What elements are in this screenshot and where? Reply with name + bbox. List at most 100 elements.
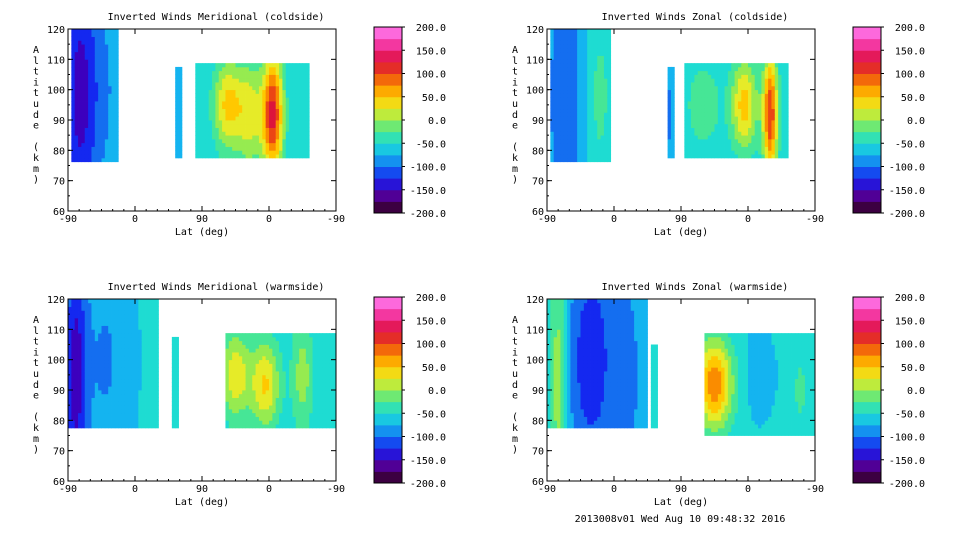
field-cell <box>560 71 564 75</box>
field-cell <box>95 314 99 318</box>
field-cell <box>78 131 82 135</box>
field-cell <box>95 40 99 44</box>
field-cell <box>252 363 256 367</box>
field-cell <box>282 341 286 345</box>
field-cell <box>105 333 109 337</box>
field-cell <box>326 394 330 398</box>
field-cell <box>282 90 286 94</box>
field-cell <box>199 101 203 105</box>
field-cell <box>252 409 256 413</box>
field-cell <box>292 86 296 90</box>
field-cell <box>85 128 89 132</box>
field-cell <box>601 90 605 94</box>
field-cell <box>269 154 273 158</box>
field-cell <box>303 67 307 71</box>
field-cell <box>85 90 89 94</box>
field-cell <box>138 363 142 367</box>
field-cell <box>232 390 236 394</box>
field-cell <box>115 409 119 413</box>
field-cell <box>262 390 266 394</box>
field-cell <box>75 139 79 143</box>
field-cell <box>577 71 581 75</box>
field-cell <box>262 405 266 409</box>
field-cell <box>125 409 129 413</box>
field-cell <box>249 382 253 386</box>
field-cell <box>256 405 260 409</box>
field-cell <box>574 52 578 56</box>
field-cell <box>91 48 95 52</box>
field-cell <box>282 86 286 90</box>
field-cell <box>125 318 129 322</box>
field-cell <box>778 86 782 90</box>
field-cell <box>775 93 779 97</box>
field-cell <box>601 44 605 48</box>
field-cell <box>91 348 95 352</box>
field-cell <box>88 333 92 337</box>
field-cell <box>286 356 290 360</box>
field-cell <box>91 131 95 135</box>
field-cell <box>303 71 307 75</box>
field-cell <box>316 420 320 424</box>
field-cell <box>289 398 293 402</box>
field-cell <box>758 78 762 82</box>
field-cell <box>256 371 260 375</box>
field-cell <box>179 147 183 151</box>
field-cell <box>279 390 283 394</box>
field-cell <box>587 105 591 109</box>
field-cell <box>68 345 72 349</box>
field-cell <box>222 120 226 124</box>
field-cell <box>91 367 95 371</box>
field-cell <box>115 390 119 394</box>
field-cell <box>215 150 219 154</box>
field-cell <box>721 90 725 94</box>
field-cell <box>604 40 608 44</box>
field-cell <box>88 386 92 390</box>
field-cell <box>771 143 775 147</box>
field-cell <box>731 82 735 86</box>
field-cell <box>125 417 129 421</box>
field-cell <box>554 40 558 44</box>
field-cell <box>232 101 236 105</box>
field-cell <box>701 90 705 94</box>
field-cell <box>95 341 99 345</box>
colorbar-label: -150.0 <box>889 186 925 197</box>
field-cell <box>81 48 85 52</box>
field-cell <box>591 29 595 33</box>
field-cell <box>81 367 85 371</box>
field-cell <box>112 326 116 330</box>
field-cell <box>721 105 725 109</box>
field-cell <box>708 120 712 124</box>
field-cell <box>252 67 256 71</box>
field-cell <box>570 116 574 120</box>
chart-title: Inverted Winds Meridional (warmside) <box>108 282 325 293</box>
field-cell <box>715 93 719 97</box>
field-cell <box>239 352 243 356</box>
field-cell <box>550 59 554 63</box>
field-cell <box>299 154 303 158</box>
field-cell <box>172 382 176 386</box>
field-cell <box>765 120 769 124</box>
field-cell <box>108 116 112 120</box>
field-cell <box>209 67 213 71</box>
field-cell <box>256 420 260 424</box>
field-cell <box>691 75 695 79</box>
field-cell <box>115 52 119 56</box>
field-cell <box>326 401 330 405</box>
field-cell <box>95 82 99 86</box>
field-cell <box>71 33 75 37</box>
field-cell <box>587 93 591 97</box>
field-cell <box>71 337 75 341</box>
field-cell <box>175 371 179 375</box>
field-cell <box>115 128 119 132</box>
field-cell <box>778 105 782 109</box>
field-cell <box>708 116 712 120</box>
field-cell <box>118 299 122 303</box>
field-cell <box>741 109 745 113</box>
field-cell <box>256 67 260 71</box>
field-cell <box>71 109 75 113</box>
field-cell <box>118 382 122 386</box>
colorbar-label: -100.0 <box>410 433 446 444</box>
field-cell <box>91 120 95 124</box>
field-cell <box>299 101 303 105</box>
field-cell <box>95 326 99 330</box>
